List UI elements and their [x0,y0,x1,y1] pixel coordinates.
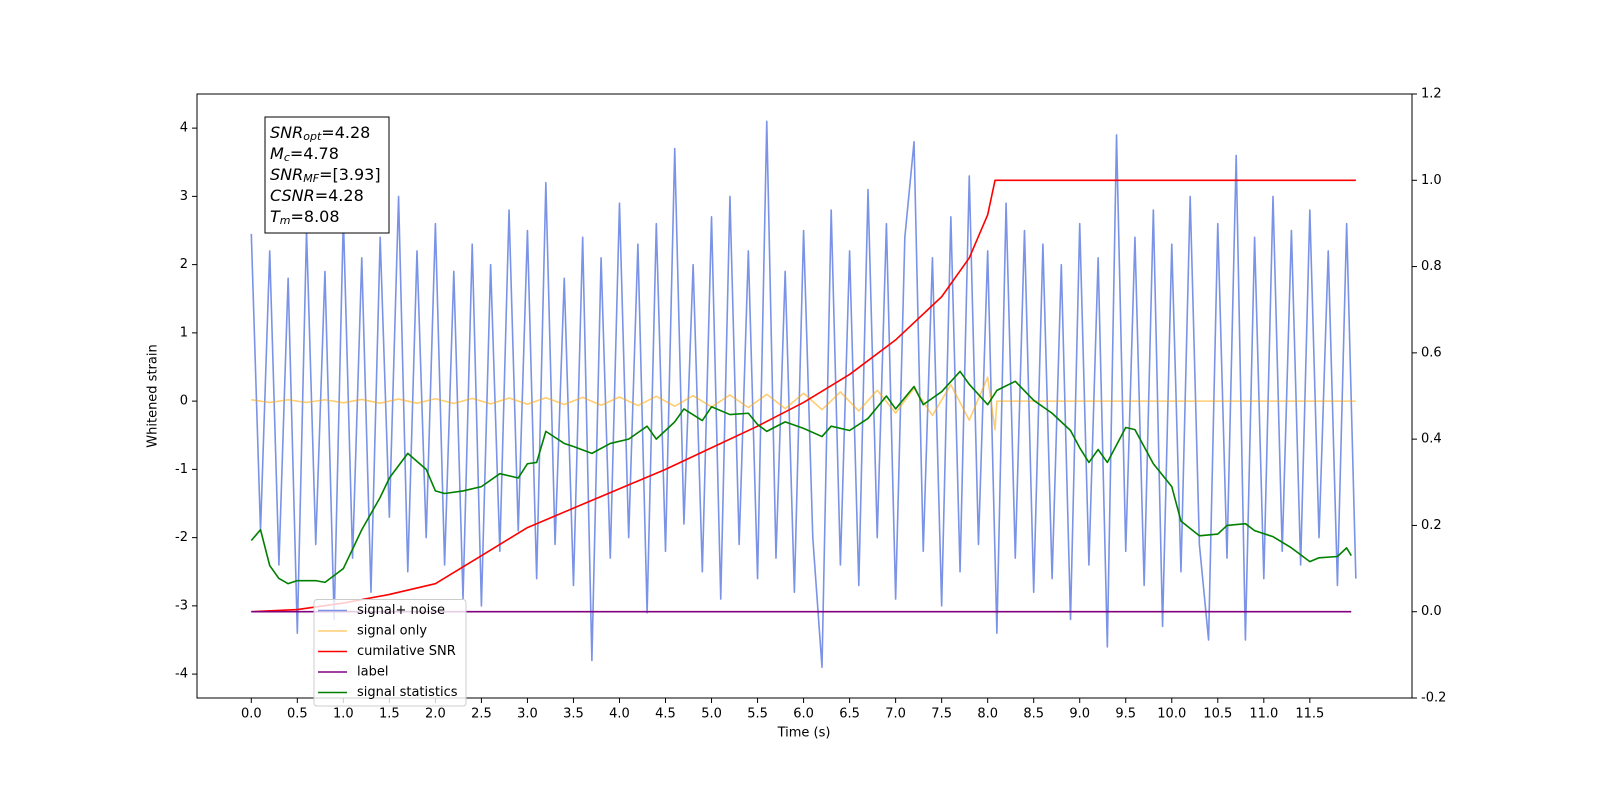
x-axis-label: Time (s) [777,726,831,741]
x-tick-label: 10.0 [1157,707,1186,722]
y-tick-label: 3 [180,189,188,204]
y2-tick-label: -0.2 [1421,691,1446,706]
legend-label: signal only [357,624,427,639]
x-tick-label: 2.0 [425,707,446,722]
series-line [251,179,1356,613]
annotation-symbol: SNR [270,165,303,184]
x-tick-label: 5.0 [701,707,722,722]
annotation-symbol: M [270,144,284,163]
x-tick-label: 0.5 [287,707,308,722]
x-tick-label: 2.5 [471,707,492,722]
annotation-subscript: c [284,151,290,164]
y-tick-label: -4 [175,667,188,682]
x-tick-label: 9.0 [1069,707,1090,722]
annotation-subscript: opt [303,130,322,143]
y-tick-label: 0 [180,394,188,409]
y-tick-label: 4 [180,121,188,136]
annotation-value: =4.28 [321,123,370,142]
x-tick-label: 4.0 [609,707,630,722]
axes-frame [196,93,1413,699]
y2-tick-label: 0.4 [1421,432,1442,447]
legend-label: signal+ noise [357,603,445,618]
legend-box [313,599,467,707]
annotation-value: =4.28 [315,186,364,205]
annotation-box [264,116,390,234]
x-tick-label: 9.5 [1115,707,1136,722]
annotation-value: =8.08 [291,207,340,226]
x-tick-label: 11.5 [1295,707,1324,722]
y-tick-label: -1 [175,462,188,477]
annotation-value: =4.78 [290,144,339,163]
annotation-value: =[3.93] [319,165,381,184]
annotation-symbol: T [270,207,281,226]
x-tick-label: 4.5 [655,707,676,722]
legend-label: signal statistics [357,685,458,700]
x-tick-label: 3.0 [517,707,538,722]
y2-tick-label: 0.6 [1421,345,1442,360]
x-tick-label: 1.0 [333,707,354,722]
y-tick-label: 1 [180,325,188,340]
x-tick-label: 3.5 [563,707,584,722]
series-line [250,120,1357,669]
x-tick-label: 6.5 [839,707,860,722]
x-tick-label: 0.0 [241,707,262,722]
y-tick-label: 2 [180,257,188,272]
series-line [251,376,1356,431]
y2-tick-label: 1.0 [1421,173,1442,188]
x-tick-label: 7.5 [931,707,952,722]
y2-tick-label: 0.8 [1421,259,1442,274]
x-tick-label: 5.5 [747,707,768,722]
x-tick-label: 8.0 [977,707,998,722]
x-tick-label: 7.0 [885,707,906,722]
x-tick-label: 1.5 [379,707,400,722]
annotation-subscript: MF [303,172,319,185]
x-tick-label: 6.0 [793,707,814,722]
annotation-symbol: SNR [270,123,303,142]
y2-tick-label: 0.0 [1421,604,1442,619]
y-tick-label: -3 [175,598,188,613]
annotation-line: SNRMF=[3.93] [270,165,381,186]
annotation-subscript: m [280,214,291,227]
y-axis-label: Whitened strain [146,344,161,447]
annotation-line: SNRopt=4.28 [270,123,370,144]
y-tick-label: -2 [175,530,188,545]
annotation-symbol: CSNR [270,186,315,205]
legend-label: label [357,665,388,680]
annotation-line: Tm=8.08 [270,207,340,228]
y2-tick-label: 0.2 [1421,518,1442,533]
x-tick-label: 8.5 [1023,707,1044,722]
legend-label: cumilative SNR [357,644,456,659]
annotation-line: CSNR=4.28 [270,186,364,205]
x-tick-label: 10.5 [1203,707,1232,722]
annotation-line: Mc=4.78 [270,144,339,165]
y2-tick-label: 1.2 [1421,87,1442,102]
x-tick-label: 11.0 [1249,707,1278,722]
series-line [250,370,1352,585]
